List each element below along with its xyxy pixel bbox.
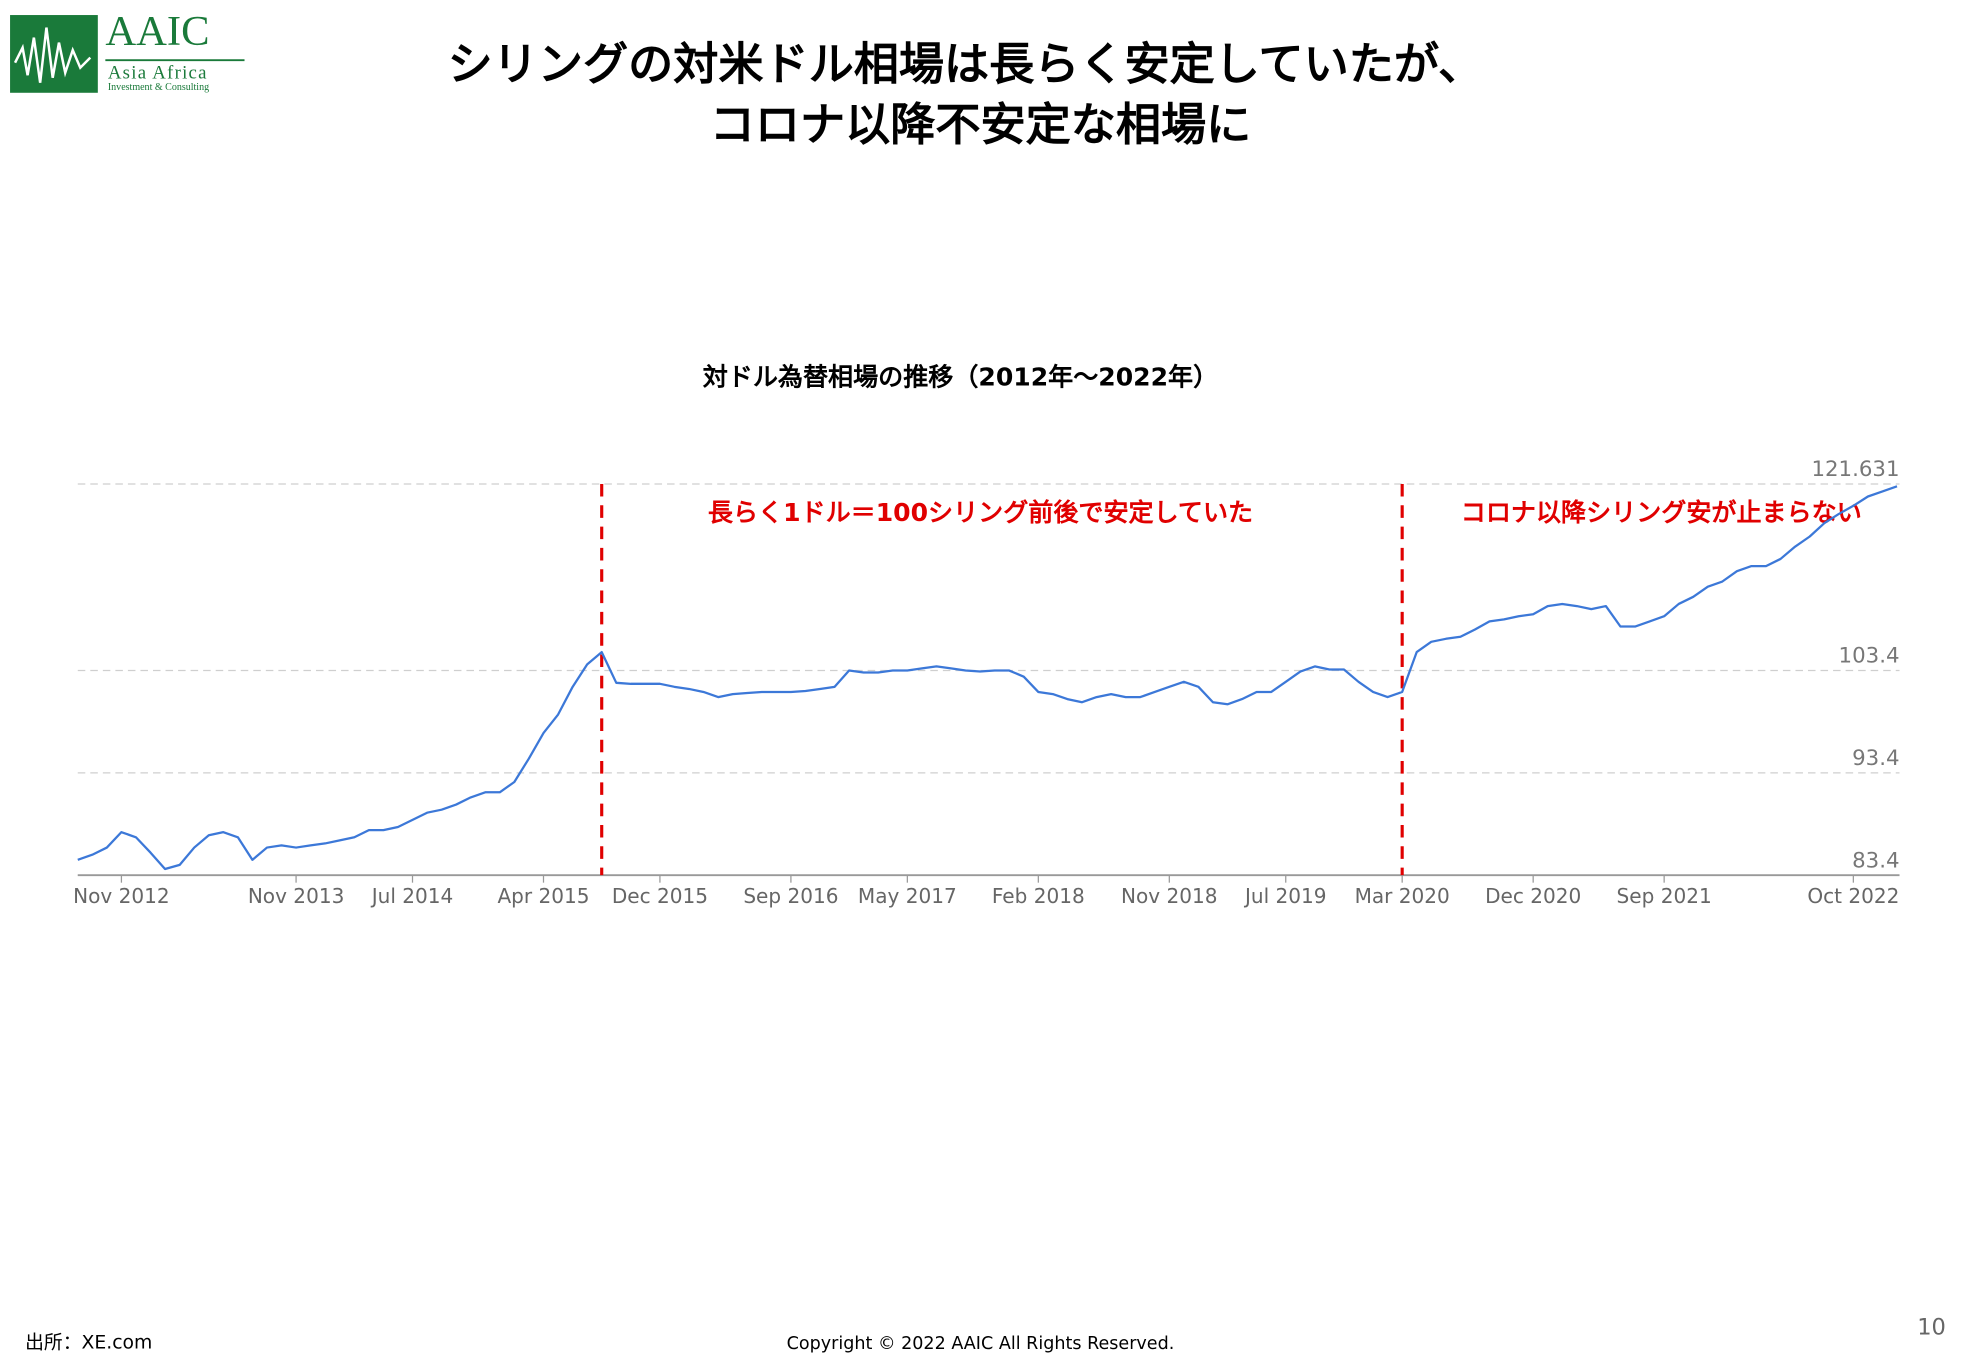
logo: AAIC Asia Africa Investment & Consulting xyxy=(10,8,245,93)
logo-line2: Investment & Consulting xyxy=(108,82,209,93)
x-tick-label: May 2017 xyxy=(858,884,957,908)
x-tick-label: Dec 2020 xyxy=(1485,884,1581,908)
source: 出所：XE.com xyxy=(25,1331,152,1353)
x-tick-label: Nov 2018 xyxy=(1121,884,1218,908)
logo-name: AAIC xyxy=(105,8,209,55)
x-tick-label: Sep 2021 xyxy=(1617,884,1712,908)
x-tick-label: Jul 2014 xyxy=(370,884,454,908)
y-tick-label: 121.631 xyxy=(1811,457,1899,482)
x-tick-label: Sep 2016 xyxy=(743,884,838,908)
x-tick-label: Apr 2015 xyxy=(497,884,589,908)
logo-line1: Asia Africa xyxy=(108,62,208,83)
x-tick-label: Oct 2022 xyxy=(1807,884,1899,908)
annotation: コロナ以降シリング安が止まらない xyxy=(1461,498,1862,527)
chart-title: 対ドル為替相場の推移（2012年～2022年） xyxy=(703,363,1218,392)
y-tick-label: 103.4 xyxy=(1839,644,1900,669)
x-tick-label: Dec 2015 xyxy=(612,884,708,908)
y-tick-label: 93.4 xyxy=(1852,746,1899,771)
rate-line xyxy=(77,485,1898,871)
annotation: 長らく1ドル＝100シリング前後で安定していた xyxy=(708,498,1253,527)
logo-wave xyxy=(13,27,92,83)
copyright: Copyright © 2022 AAIC All Rights Reserve… xyxy=(787,1334,1175,1354)
page-title: コロナ以降不安定な相場に xyxy=(710,98,1252,151)
y-tick-label: 83.4 xyxy=(1852,848,1899,873)
x-tick-label: Mar 2020 xyxy=(1355,884,1450,908)
page-title: シリングの対米ドル相場は長らく安定していたが、 xyxy=(448,38,1484,91)
x-tick-label: Jul 2019 xyxy=(1243,884,1327,908)
page-number: 10 xyxy=(1917,1314,1946,1340)
x-tick-label: Nov 2012 xyxy=(73,884,170,908)
x-tick-label: Nov 2013 xyxy=(248,884,345,908)
x-tick-label: Feb 2018 xyxy=(992,884,1085,908)
